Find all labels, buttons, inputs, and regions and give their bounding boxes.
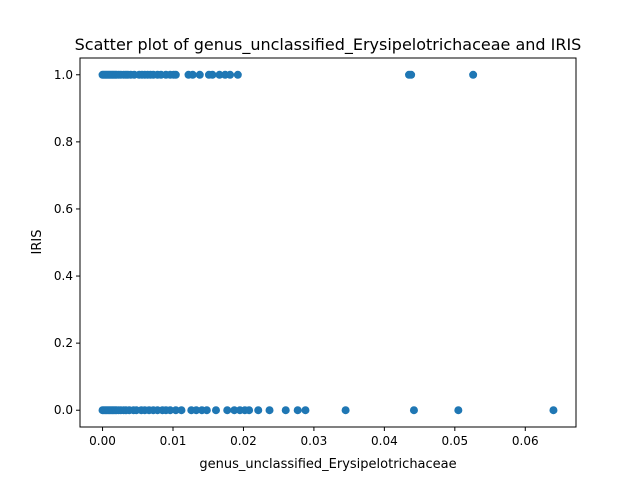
data-point xyxy=(226,70,235,79)
y-tick-label: 1.0 xyxy=(54,68,73,82)
x-tick-label: 0.04 xyxy=(371,434,398,448)
y-tick-label: 0.0 xyxy=(54,403,73,417)
axes-frame xyxy=(79,57,577,428)
data-point xyxy=(301,406,310,415)
data-point xyxy=(223,406,232,415)
data-point xyxy=(171,70,180,79)
data-point xyxy=(245,406,254,415)
data-point xyxy=(254,406,263,415)
y-axis: 0.0 0.2 0.4 0.6 0.8 1.0 xyxy=(54,68,80,417)
data-point xyxy=(208,70,217,79)
chart-title: Scatter plot of genus_unclassified_Erysi… xyxy=(75,35,582,55)
data-point xyxy=(469,70,478,79)
data-point xyxy=(188,70,197,79)
data-point xyxy=(171,406,180,415)
data-point xyxy=(454,406,463,415)
data-point xyxy=(233,70,242,79)
data-point xyxy=(265,406,274,415)
x-axis-label: genus_unclassified_Erysipelotrichaceae xyxy=(199,457,456,472)
y-tick-label: 0.6 xyxy=(54,202,73,216)
x-tick-label: 0.02 xyxy=(230,434,257,448)
data-point xyxy=(177,406,186,415)
x-axis: 0.00 0.01 0.02 0.03 0.04 0.05 0.06 xyxy=(89,427,539,448)
x-tick-label: 0.00 xyxy=(89,434,116,448)
data-point xyxy=(341,406,350,415)
data-point xyxy=(215,70,224,79)
x-tick-label: 0.01 xyxy=(160,434,187,448)
x-tick-label: 0.06 xyxy=(512,434,539,448)
y-tick-label: 0.4 xyxy=(54,269,73,283)
data-point xyxy=(166,406,175,415)
data-point xyxy=(202,406,211,415)
y-tick-label: 0.2 xyxy=(54,336,73,350)
data-point xyxy=(409,406,418,415)
y-tick-label: 0.8 xyxy=(54,135,73,149)
data-point xyxy=(549,406,558,415)
data-point xyxy=(281,406,290,415)
x-tick-label: 0.03 xyxy=(301,434,328,448)
y-axis-label: IRIS xyxy=(30,230,45,255)
data-point xyxy=(293,406,302,415)
data-point xyxy=(211,406,220,415)
data-point xyxy=(407,70,416,79)
plot-marks xyxy=(98,70,558,415)
x-tick-label: 0.05 xyxy=(441,434,468,448)
data-point xyxy=(192,406,201,415)
data-point xyxy=(195,70,204,79)
data-point xyxy=(230,406,239,415)
